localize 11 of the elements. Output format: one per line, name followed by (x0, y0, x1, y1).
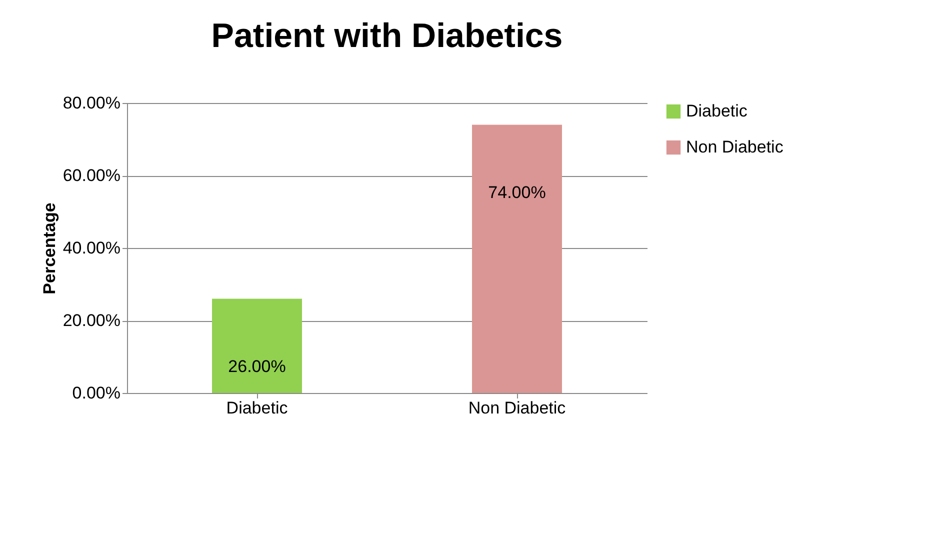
y-tick-label: 20.00% (62, 311, 120, 330)
legend-label: Non Diabetic (686, 138, 784, 156)
data-label: 74.00% (488, 182, 546, 202)
y-tick-label: 0.00% (72, 384, 120, 402)
chart-title: Patient with Diabetics (211, 17, 563, 55)
y-tick-label: 40.00% (62, 238, 120, 258)
data-label: 26.00% (228, 356, 286, 376)
y-tick-label: 60.00% (62, 166, 120, 185)
y-tick-label: 80.00% (62, 94, 120, 112)
legend-label: Diabetic (686, 102, 748, 120)
y-axis-title: Percentage (40, 202, 59, 294)
